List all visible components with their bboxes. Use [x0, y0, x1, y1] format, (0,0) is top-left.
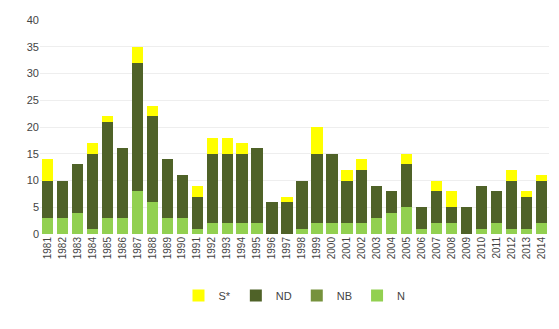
svg-text:1992: 1992 — [206, 237, 217, 260]
svg-text:1993: 1993 — [221, 237, 232, 260]
svg-text:1996: 1996 — [266, 237, 277, 260]
svg-text:0: 0 — [33, 228, 39, 240]
svg-text:5: 5 — [33, 201, 39, 213]
svg-text:1982: 1982 — [57, 237, 68, 260]
svg-text:30: 30 — [27, 67, 39, 79]
svg-text:1999: 1999 — [311, 237, 322, 260]
svg-text:2008: 2008 — [446, 237, 457, 260]
svg-text:1990: 1990 — [176, 237, 187, 260]
svg-text:1983: 1983 — [72, 237, 83, 260]
svg-text:2013: 2013 — [521, 237, 532, 260]
svg-text:2011: 2011 — [491, 237, 502, 259]
svg-text:NB: NB — [337, 290, 352, 302]
svg-text:20: 20 — [27, 121, 39, 133]
svg-text:1987: 1987 — [132, 237, 143, 260]
svg-text:1981: 1981 — [42, 237, 53, 260]
svg-text:ND: ND — [276, 290, 292, 302]
svg-text:1985: 1985 — [102, 237, 113, 260]
svg-text:25: 25 — [27, 94, 39, 106]
svg-text:40: 40 — [27, 14, 39, 26]
svg-text:1991: 1991 — [191, 237, 202, 260]
svg-text:2010: 2010 — [476, 237, 487, 260]
svg-text:1995: 1995 — [251, 237, 262, 260]
svg-text:2009: 2009 — [461, 237, 472, 260]
svg-text:2001: 2001 — [341, 237, 352, 260]
svg-text:2000: 2000 — [326, 237, 337, 260]
svg-text:10: 10 — [27, 174, 39, 186]
svg-text:1988: 1988 — [147, 237, 158, 260]
svg-text:2007: 2007 — [431, 237, 442, 260]
svg-text:2006: 2006 — [416, 237, 427, 260]
svg-text:35: 35 — [27, 41, 39, 53]
svg-text:2014: 2014 — [536, 237, 547, 260]
svg-text:2003: 2003 — [371, 237, 382, 260]
svg-text:1986: 1986 — [117, 237, 128, 260]
svg-text:2002: 2002 — [356, 237, 367, 260]
svg-text:1989: 1989 — [162, 237, 173, 260]
svg-text:2012: 2012 — [506, 237, 517, 260]
svg-text:15: 15 — [27, 148, 39, 160]
svg-text:1998: 1998 — [296, 237, 307, 260]
svg-text:S*: S* — [219, 290, 231, 302]
svg-text:1997: 1997 — [281, 237, 292, 260]
svg-text:2004: 2004 — [386, 237, 397, 260]
svg-text:2005: 2005 — [401, 237, 412, 260]
svg-text:1994: 1994 — [236, 237, 247, 260]
svg-text:1984: 1984 — [87, 237, 98, 260]
svg-text:N: N — [397, 290, 405, 302]
